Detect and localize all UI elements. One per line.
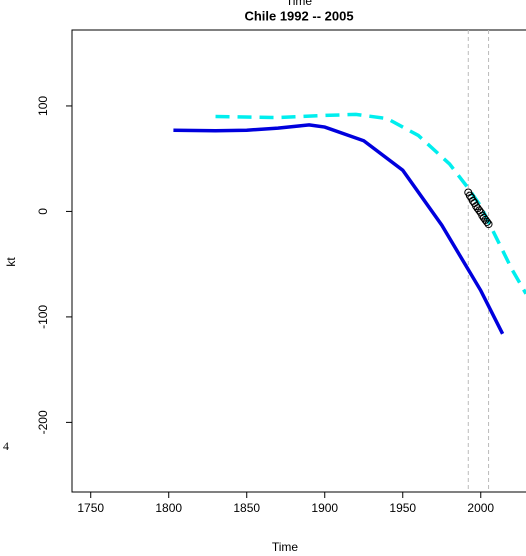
plot-box [71,29,526,493]
chart-title: Chile 1992 -- 2005 [244,8,353,23]
y-tick-label: 0 [36,208,50,215]
y-axis-label: kt [4,257,18,267]
top-label: Time [286,0,313,8]
x-tick-label: 1850 [233,501,260,515]
margin-text: 4 [3,439,9,453]
series-line [215,112,526,295]
data-point [482,217,491,226]
plot-area [173,30,526,492]
x-tick-label: 1900 [311,501,338,515]
x-tick-label: 1750 [77,501,104,515]
x-tick-label: 1950 [389,501,416,515]
series-line [173,123,505,335]
x-tick-label: 1800 [155,501,182,515]
data-point [484,220,493,229]
y-tick-label: -200 [36,410,50,434]
x-axis-label: Time [272,540,299,554]
y-tick-label: -100 [36,305,50,329]
y-tick-label: 100 [36,96,50,116]
x-tick-label: 2000 [467,501,494,515]
